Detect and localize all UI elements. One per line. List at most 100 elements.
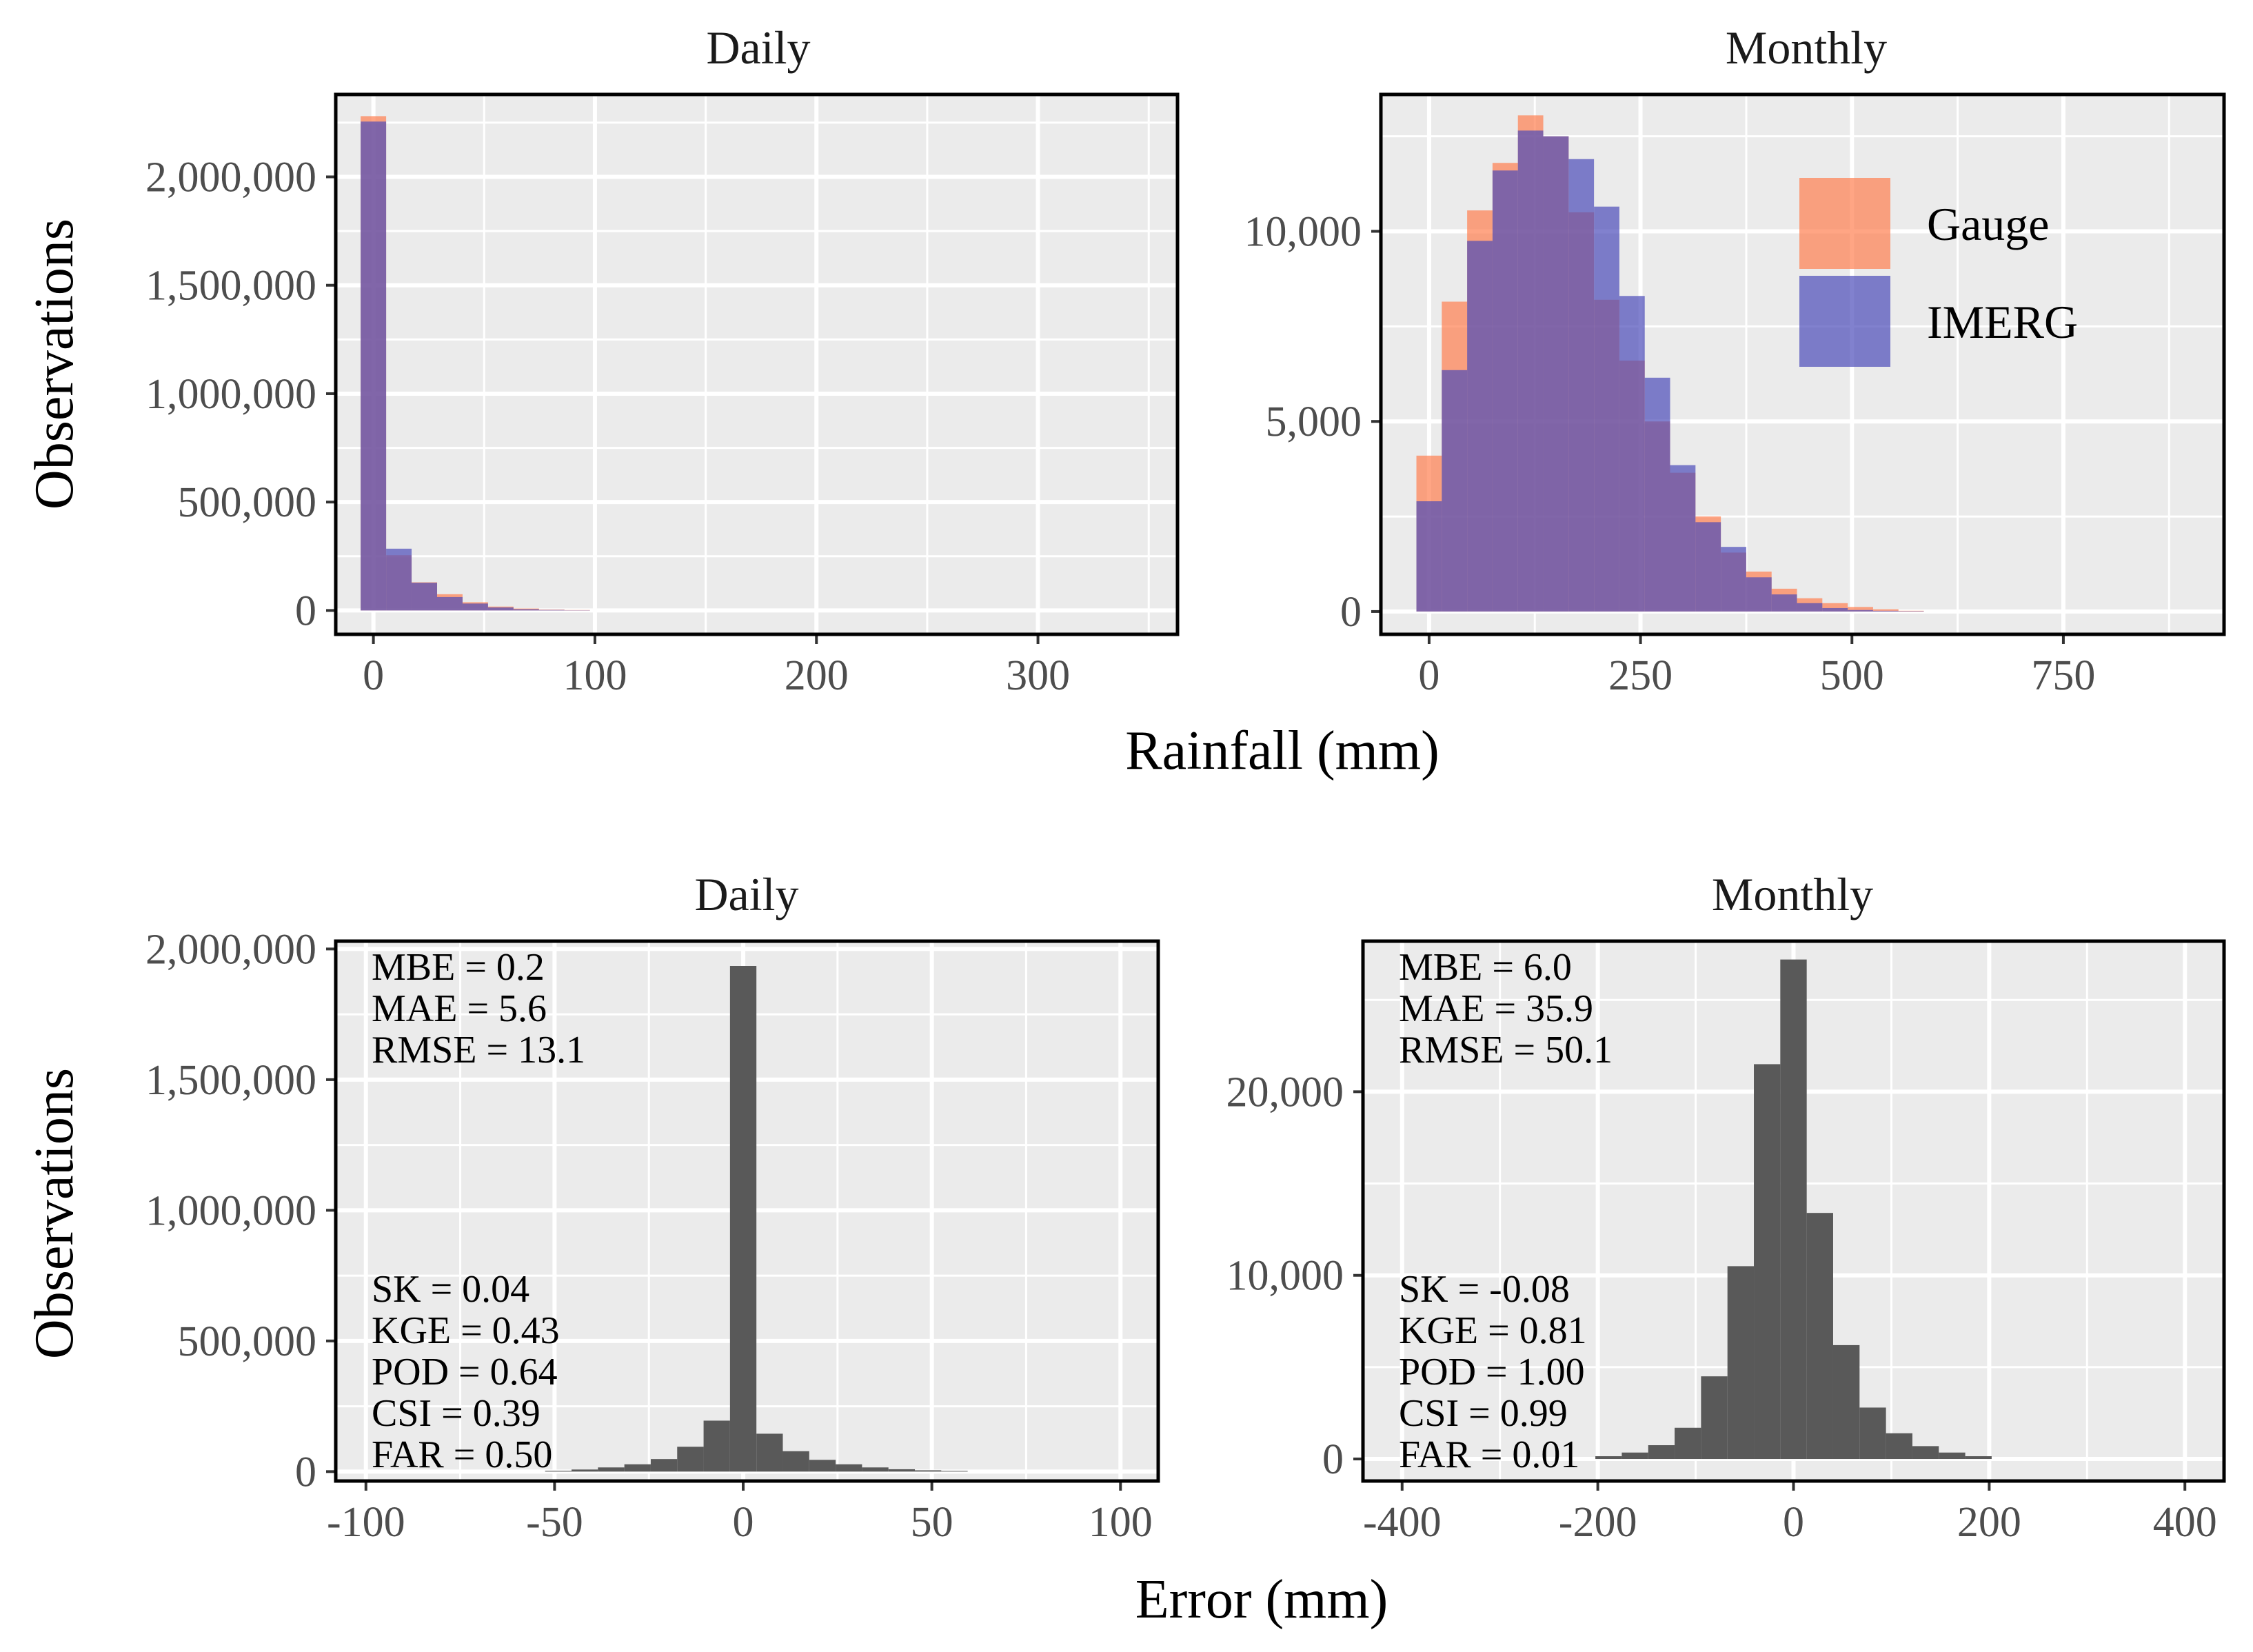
bar-imerg [1416,501,1442,612]
panel-border [1379,92,2226,636]
bar-error [1965,1456,1992,1460]
x-tick-label: -50 [526,1499,583,1546]
panel-err-daily: -100 -50 0 50 100 0 500,000 1,000,000 1,500,000 2… [145,926,1160,1546]
y-tick-label: 5,000 [1266,399,1362,445]
bar-error [1912,1446,1939,1460]
bottom-y-axis-title: Observations [24,1068,85,1359]
legend-label-gauge: Gauge [1927,198,2049,250]
bar-imerg [361,121,387,611]
bar-imerg [1746,577,1772,612]
stat-annotation: SK = -0.08 [1399,1268,1570,1311]
bar-imerg [513,609,539,611]
panel-border [1361,939,2226,1483]
stat-annotation: FAR = 0.50 [372,1433,552,1476]
x-tick-label: 500 [1820,652,1884,699]
bar-error [729,966,757,1472]
bar-error [1859,1407,1886,1460]
bar-error [1780,959,1807,1460]
x-tick-label: -100 [327,1499,405,1546]
bar-error [1886,1433,1912,1460]
stat-annotation: CSI = 0.39 [372,1392,540,1435]
x-tick-label: 0 [1783,1499,1804,1546]
bar-error [756,1433,783,1472]
y-tick-label: 0 [295,1449,316,1495]
bar-gauge [1848,607,1873,612]
bar-imerg [1517,130,1544,612]
bar-imerg [1467,241,1493,612]
stat-annotation: KGE = 0.81 [1399,1309,1587,1352]
panel-border [334,92,1180,636]
y-tick-label: 2,000,000 [145,926,316,973]
bar-imerg [1797,603,1823,612]
bar-imerg [1594,206,1619,612]
bar-imerg [1822,607,1848,612]
y-tick-label: 0 [295,587,316,634]
bottom-x-axis-title: Error (mm) [1135,1569,1388,1630]
x-tick-label: 200 [1957,1499,2021,1546]
bar-error [598,1467,625,1472]
bar-error [703,1420,730,1472]
legend-key-gauge [1799,178,1890,269]
y-tick-label: 1,500,000 [145,1057,316,1104]
x-tick-label: 0 [363,652,384,699]
stat-annotation: RMSE = 50.1 [1399,1029,1613,1071]
y-tick-label: 1,000,000 [145,1187,316,1234]
bar-imerg [487,607,514,611]
panel-border [334,939,1160,1483]
bar-imerg [1492,170,1518,612]
strip-title-err-daily: Daily [694,868,798,920]
bar-error [1806,1213,1833,1460]
bar-error [677,1447,704,1472]
bar-imerg [1670,465,1696,612]
x-tick-label: 100 [563,652,627,699]
stat-annotation: MAE = 35.9 [1399,987,1593,1030]
stat-annotation: SK = 0.04 [372,1268,529,1311]
x-tick-label: 100 [1089,1499,1153,1546]
bar-imerg [1771,594,1797,612]
bar-imerg [1619,296,1645,612]
panel-rain-daily: 0 100 200 300 0 500,000 1,000,000 1,500,000 2,00… [145,92,1180,699]
bar-imerg [1848,610,1873,612]
stat-annotation: MBE = 6.0 [1399,946,1572,989]
stat-annotation: CSI = 0.99 [1399,1392,1568,1435]
bar-error [782,1451,809,1472]
top-y-axis-title: Observations [24,219,85,510]
bar-imerg [1721,547,1746,612]
bar-imerg [437,596,463,611]
bar-error [888,1469,916,1472]
y-tick-label: 1,500,000 [145,263,316,310]
bar-imerg [1898,611,1924,612]
legend: Gauge IMERG [1799,178,2078,367]
stat-annotation: RMSE = 13.1 [372,1029,585,1071]
bar-error [624,1464,651,1472]
y-tick-label: 10,000 [1244,209,1362,256]
stat-annotation: FAR = 0.01 [1399,1433,1579,1476]
bar-imerg [1872,610,1899,612]
bar-imerg [538,610,565,611]
y-tick-label: 500,000 [178,1318,317,1365]
bar-error [1701,1376,1728,1460]
x-tick-label: -200 [1559,1499,1637,1546]
y-tick-label: 1,000,000 [145,371,316,418]
bar-imerg [386,548,412,611]
bar-error [1675,1427,1701,1460]
bar-error [836,1464,862,1472]
top-x-axis-title: Rainfall (mm) [1125,721,1439,781]
x-tick-label: 250 [1608,652,1673,699]
strip-title-rain-monthly: Monthly [1726,21,1887,74]
x-tick-label: 400 [2153,1499,2217,1546]
legend-label-imerg: IMERG [1927,296,2078,348]
stat-annotation: MAE = 5.6 [372,987,547,1030]
bar-error [809,1460,836,1472]
bar-error [1727,1266,1755,1460]
bar-imerg [412,583,438,611]
bar-imerg [1695,522,1721,612]
x-tick-label: 750 [2031,652,2095,699]
bar-imerg [1568,159,1595,612]
x-tick-label: 0 [733,1499,754,1546]
x-tick-label: 300 [1006,652,1070,699]
x-tick-label: 50 [911,1499,953,1546]
bar-error [1595,1456,1622,1460]
bar-gauge [1872,609,1899,612]
